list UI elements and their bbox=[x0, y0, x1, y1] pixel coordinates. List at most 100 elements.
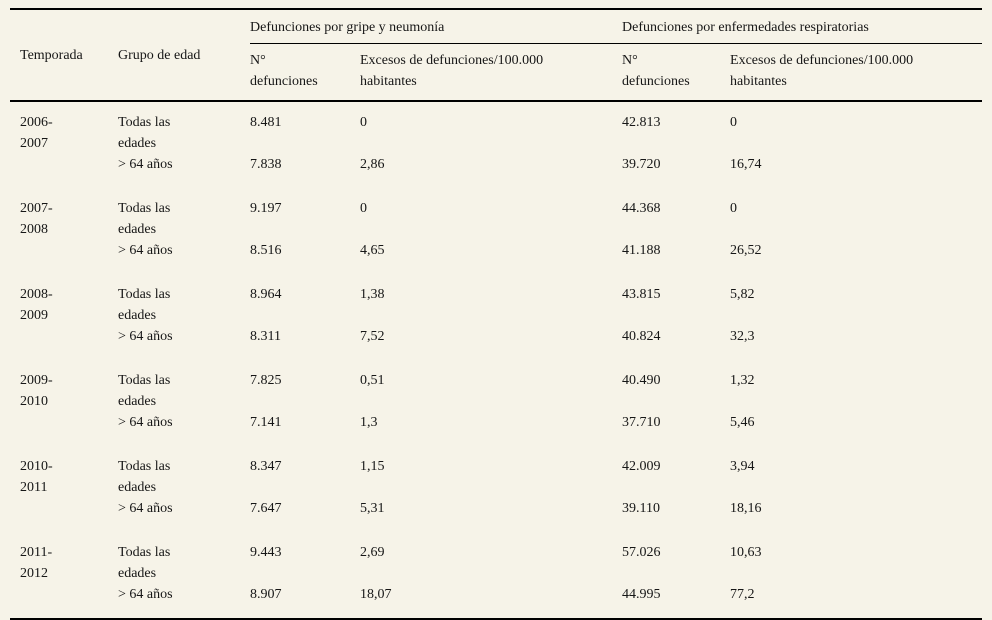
value-cell: 8.311 bbox=[250, 329, 281, 344]
age-group-cell: > 64 años bbox=[118, 240, 250, 274]
season-cell: 2011-2012 bbox=[10, 532, 118, 584]
age-group-cell: > 64 años bbox=[118, 498, 250, 532]
sub-header-row: N° defunciones Excesos de defunciones/10… bbox=[10, 43, 983, 102]
season-cell bbox=[10, 326, 118, 360]
column-header-label: N° defunciones bbox=[250, 53, 318, 89]
value-cell: 7.838 bbox=[250, 157, 282, 172]
table-row: 2010-2011 Todas las edades 8.347 1,15 42… bbox=[10, 446, 982, 498]
column-header-grupo-de-edad: Grupo de edad bbox=[118, 9, 250, 102]
value-cell: 0 bbox=[360, 201, 367, 216]
value-cell: 41.188 bbox=[622, 243, 661, 258]
age-group-label: Todas las edades bbox=[118, 373, 171, 409]
table-row: 2006-2007 Todas las edades 8.481 0 42.81… bbox=[10, 101, 982, 154]
value-cell: 8.347 bbox=[250, 459, 282, 474]
value-cell: 8.964 bbox=[250, 287, 282, 302]
age-group-cell: > 64 años bbox=[118, 154, 250, 188]
table-row: 2008-2009 Todas las edades 8.964 1,38 43… bbox=[10, 274, 982, 326]
column-header-label: N° defunciones bbox=[622, 53, 690, 89]
column-header-label: Excesos de defunciones/100.000 habitante… bbox=[730, 53, 914, 89]
age-group-label: Todas las edades bbox=[118, 201, 171, 237]
table-row: 2011-2012 Todas las edades 9.443 2,69 57… bbox=[10, 532, 982, 584]
age-group-label: > 64 años bbox=[118, 415, 173, 430]
value-cell: 8.481 bbox=[250, 115, 282, 130]
age-group-cell: Todas las edades bbox=[118, 188, 250, 240]
table-row: > 64 años 7.838 2,86 39.720 16,74 bbox=[10, 154, 982, 188]
value-cell: 1,15 bbox=[360, 459, 385, 474]
value-cell: 77,2 bbox=[730, 587, 755, 602]
season-label: 2007-2008 bbox=[20, 201, 53, 237]
value-cell: 42.009 bbox=[622, 459, 661, 474]
value-cell: 40.490 bbox=[622, 373, 661, 388]
column-header-temporada: Temporada bbox=[10, 9, 118, 102]
age-group-label: Todas las edades bbox=[118, 459, 171, 495]
age-group-cell: Todas las edades bbox=[118, 532, 250, 584]
value-cell: 0 bbox=[730, 201, 738, 216]
value-cell: 16,74 bbox=[730, 157, 762, 172]
season-group-2007-2008: 2007-2008 Todas las edades 9.197 0 44.36… bbox=[10, 188, 982, 274]
value-cell: 7.141 bbox=[250, 415, 282, 430]
value-cell: 7.825 bbox=[250, 373, 282, 388]
value-cell: 4,65 bbox=[360, 243, 385, 258]
season-cell bbox=[10, 154, 118, 188]
season-group-2008-2009: 2008-2009 Todas las edades 8.964 1,38 43… bbox=[10, 274, 982, 360]
age-group-label: > 64 años bbox=[118, 329, 173, 344]
age-group-label: > 64 años bbox=[118, 587, 173, 602]
value-cell: 1,32 bbox=[730, 373, 755, 388]
season-cell bbox=[10, 412, 118, 446]
season-label: 2008-2009 bbox=[20, 287, 53, 323]
table-row: 2009-2010 Todas las edades 7.825 0,51 40… bbox=[10, 360, 982, 412]
value-cell: 43.815 bbox=[622, 287, 661, 302]
season-cell: 2010-2011 bbox=[10, 446, 118, 498]
season-cell: 2006-2007 bbox=[10, 101, 118, 154]
season-cell: 2009-2010 bbox=[10, 360, 118, 412]
age-group-cell: > 64 años bbox=[118, 326, 250, 360]
table-header: Temporada Grupo de edad Defunciones por … bbox=[10, 9, 983, 102]
mortality-table: Temporada Grupo de edad Defunciones por … bbox=[10, 8, 983, 620]
season-label: 2006-2007 bbox=[20, 115, 53, 151]
age-group-label: > 64 años bbox=[118, 501, 173, 516]
value-cell: 18,16 bbox=[730, 501, 762, 516]
column-header-excesos-gripe: Excesos de defunciones/100.000 habitante… bbox=[360, 43, 623, 102]
season-cell bbox=[10, 584, 118, 619]
age-group-cell: > 64 años bbox=[118, 412, 250, 446]
season-label: 2009-2010 bbox=[20, 373, 53, 409]
season-group-2009-2010: 2009-2010 Todas las edades 7.825 0,51 40… bbox=[10, 360, 982, 446]
table-row: > 64 años 8.516 4,65 41.188 26,52 bbox=[10, 240, 982, 274]
value-cell: 26,52 bbox=[730, 243, 762, 258]
age-group-label: Todas las edades bbox=[118, 115, 171, 151]
value-cell: 1,38 bbox=[360, 287, 385, 302]
value-cell: 42.813 bbox=[622, 115, 661, 130]
season-label: 2010-2011 bbox=[20, 459, 53, 495]
value-cell: 1,3 bbox=[360, 415, 378, 430]
table-row: > 64 años 8.311 7,52 40.824 32,3 bbox=[10, 326, 982, 360]
season-group-2010-2011: 2010-2011 Todas las edades 8.347 1,15 42… bbox=[10, 446, 982, 532]
table-row: > 64 años 7.647 5,31 39.110 18,16 bbox=[10, 498, 982, 532]
value-cell: 10,63 bbox=[730, 545, 762, 560]
column-header-label: Excesos de defunciones/100.000 habitante… bbox=[360, 53, 544, 89]
value-cell: 3,94 bbox=[730, 459, 755, 474]
value-cell: 0 bbox=[360, 115, 367, 130]
table-row: 2007-2008 Todas las edades 9.197 0 44.36… bbox=[10, 188, 982, 240]
value-cell: 2,86 bbox=[360, 157, 385, 172]
season-group-2011-2012: 2011-2012 Todas las edades 9.443 2,69 57… bbox=[10, 532, 982, 619]
table-row: > 64 años 8.907 18,07 44.995 77,2 bbox=[10, 584, 982, 619]
value-cell: 9.197 bbox=[250, 201, 282, 216]
age-group-label: Todas las edades bbox=[118, 545, 171, 581]
value-cell: 0,51 bbox=[360, 373, 385, 388]
value-cell: 7.647 bbox=[250, 501, 282, 516]
age-group-label: Todas las edades bbox=[118, 287, 171, 323]
season-cell: 2007-2008 bbox=[10, 188, 118, 240]
season-cell bbox=[10, 498, 118, 532]
season-cell bbox=[10, 240, 118, 274]
value-cell: 2,69 bbox=[360, 545, 385, 560]
age-group-cell: > 64 años bbox=[118, 584, 250, 619]
season-label: 2011-2012 bbox=[20, 545, 53, 581]
value-cell: 37.710 bbox=[622, 415, 661, 430]
age-group-cell: Todas las edades bbox=[118, 274, 250, 326]
column-header-n-defunciones-respiratorias: N° defunciones bbox=[622, 43, 731, 102]
table-row: > 64 años 7.141 1,3 37.710 5,46 bbox=[10, 412, 982, 446]
season-group-2006-2007: 2006-2007 Todas las edades 8.481 0 42.81… bbox=[10, 101, 982, 188]
column-header-excesos-respiratorias: Excesos de defunciones/100.000 habitante… bbox=[730, 43, 983, 102]
value-cell: 5,46 bbox=[730, 415, 755, 430]
age-group-cell: Todas las edades bbox=[118, 360, 250, 412]
